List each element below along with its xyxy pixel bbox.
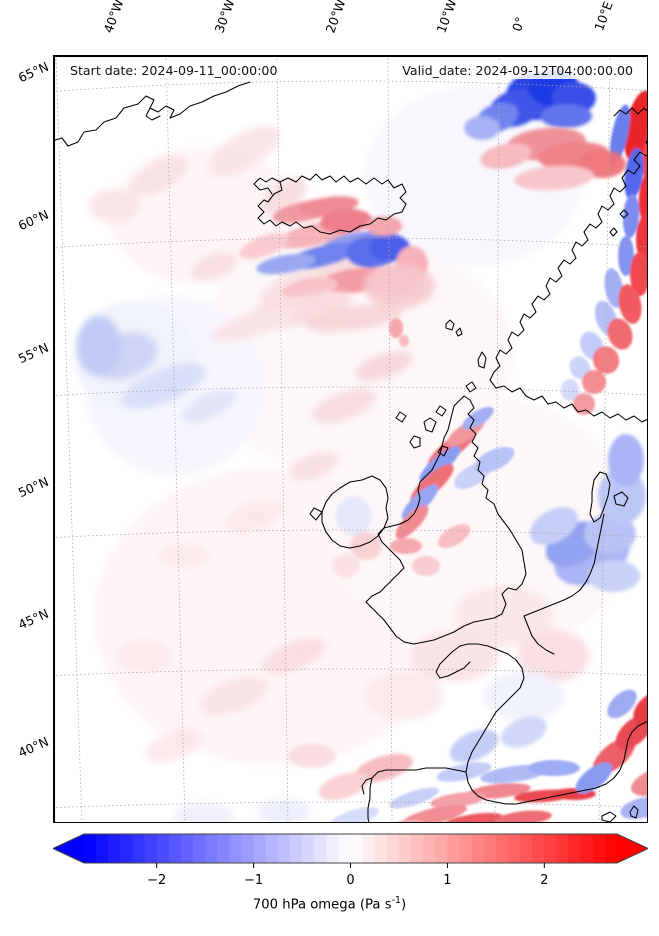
colorbar-tick-label-1: −1 [243, 873, 264, 888]
lat-label-55N: 55°N [15, 339, 51, 367]
lon-label-30W: 30°W [211, 0, 238, 35]
lon-label-0: 0° [508, 14, 528, 34]
lat-label-40N: 40°N [15, 733, 51, 761]
colorbar-outline [53, 833, 648, 864]
map-plot-svg [54, 56, 647, 822]
colorbar-axis-label: 700 hPa omega (Pa s-1) [0, 895, 659, 912]
map-axes[interactable]: Start date: 2024-09-11_00:00:00 Valid_da… [53, 55, 648, 823]
valid-date-annotation: Valid_date: 2024-09-12T04:00:00.00 [398, 62, 637, 80]
colorbar[interactable]: −2 −1 0 1 2 [53, 831, 648, 888]
lat-label-60N: 60°N [15, 206, 51, 234]
colorbar-label-main: 700 hPa omega (Pa s [252, 897, 392, 913]
lat-label-65N: 65°N [15, 58, 51, 86]
colorbar-svg [53, 833, 648, 868]
lat-label-50N: 50°N [15, 473, 51, 501]
colorbar-label-tail: ) [400, 897, 407, 913]
colorbar-tick-label-2: 0 [346, 873, 355, 888]
map-frame [54, 56, 647, 822]
lon-label-10E: 10°E [591, 0, 616, 33]
colorbar-tick-label-0: −2 [147, 873, 167, 888]
start-date-annotation: Start date: 2024-09-11_00:00:00 [66, 62, 282, 80]
lon-label-10W: 10°W [433, 0, 460, 35]
lon-label-40W: 40°W [100, 0, 127, 35]
gridlines [54, 56, 647, 822]
colorbar-tick-label-3: 1 [443, 873, 452, 888]
colorbar-bands [53, 834, 648, 863]
colorbar-tick-label-4: 2 [540, 873, 549, 888]
omega-field [74, 70, 647, 822]
colorbar-ticks [156, 863, 545, 868]
lat-label-45N: 45°N [15, 605, 51, 633]
colorbar-label-exponent: -1 [391, 895, 401, 906]
lon-label-20W: 20°W [322, 0, 349, 35]
coastlines [54, 81, 647, 822]
